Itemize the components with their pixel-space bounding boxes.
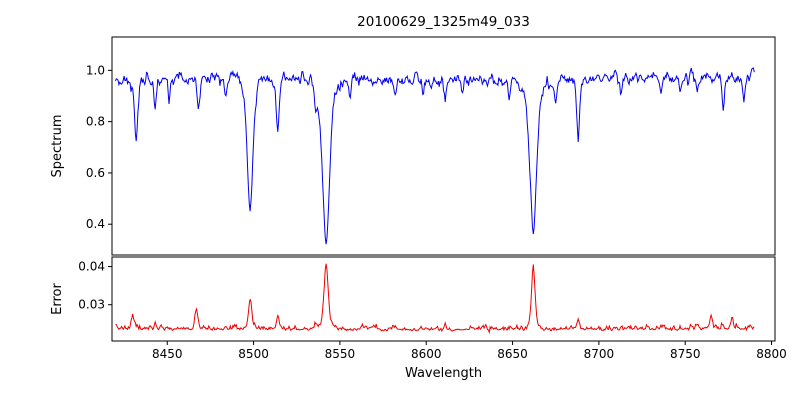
x-tick-label: 8500 [238, 347, 269, 361]
x-tick-label: 8600 [411, 347, 442, 361]
x-axis-label: Wavelength [404, 366, 483, 381]
y-axis-label-error: Error [50, 283, 65, 315]
y-tick-label: 1.0 [86, 63, 105, 77]
error-line [115, 263, 755, 335]
y-tick-label: 0.03 [78, 298, 105, 312]
y-tick-label: 0.04 [78, 260, 105, 274]
chart-title: 20100629_1325m49_033 [357, 14, 530, 30]
error-axes-box [111, 256, 776, 342]
x-tick-label: 8450 [152, 347, 183, 361]
spectrum-line [115, 67, 755, 245]
y-tick-label: 0.8 [86, 115, 105, 129]
x-tick-label: 8800 [756, 347, 787, 361]
spectrum-axes-box [111, 36, 776, 256]
x-tick-label: 8750 [670, 347, 701, 361]
y-tick-label: 0.4 [86, 217, 105, 231]
y-tick-label: 0.6 [86, 166, 105, 180]
x-tick-label: 8550 [325, 347, 356, 361]
x-tick-label: 8650 [497, 347, 528, 361]
y-axis-label-spectrum: Spectrum [50, 114, 65, 178]
x-tick-label: 8700 [584, 347, 615, 361]
